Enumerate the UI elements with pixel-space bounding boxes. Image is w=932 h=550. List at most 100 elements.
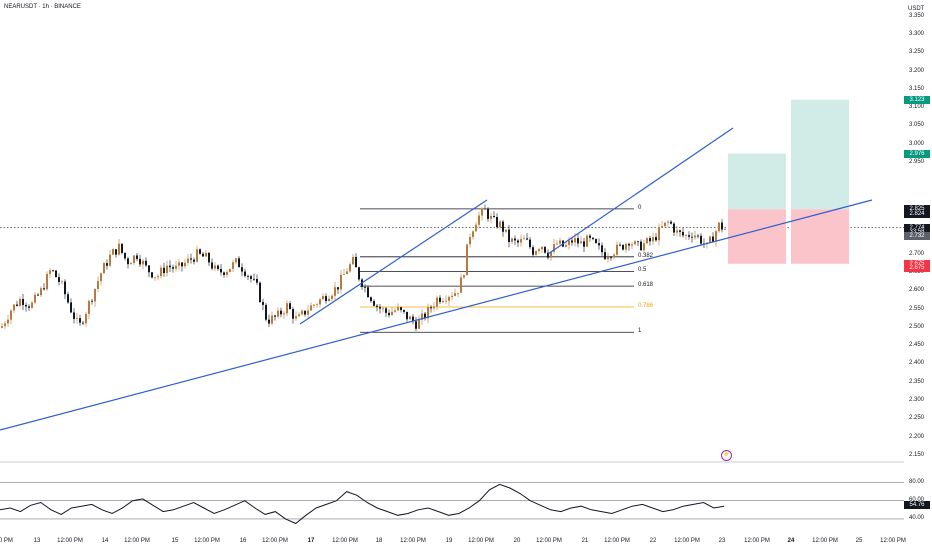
candle-body [400,307,402,310]
candle-body [52,270,54,272]
candle-body [532,247,534,255]
rsi-pane [0,482,904,525]
candle-body [631,244,633,246]
upper-channel-trendline [547,127,734,255]
candle-body [577,238,579,244]
fib-level-label: 0.618 [638,282,654,289]
price-tick-label: 2.250 [909,415,925,422]
candle-body [454,293,456,296]
candle-body [391,311,393,316]
candle-body [409,316,411,320]
candle-body [547,252,549,258]
candle-body [493,216,495,218]
candle-body [49,270,51,274]
candle-body [382,308,384,310]
candle-body [79,318,81,323]
price-tick-label: 2.450 [909,342,925,349]
candle-body [697,235,699,237]
candle-body [136,255,138,259]
candle-body [358,267,360,280]
profit-zone [728,153,786,210]
rsi-tick-label: 40.00 [909,514,925,521]
fib-level-label: 0.382 [638,252,654,259]
candle-body [460,277,462,293]
candle-body [418,319,420,329]
candle-body [520,239,522,243]
candle-body [538,249,540,252]
candle-body [625,243,627,250]
candle-body [685,235,687,236]
candle-body [274,315,276,317]
currency-label[interactable]: USDT [908,6,925,12]
time-tick-label: 12:00 PM [880,538,906,544]
rsi-line [0,483,725,525]
candle-body [40,288,42,296]
candle-body [313,304,315,306]
candle-body [568,240,570,245]
candle-body [304,310,306,315]
candle-body [178,262,180,266]
candle-body [205,252,207,257]
candle-body [82,322,84,324]
candle-body [25,304,27,307]
candle-body [607,257,609,260]
candle-body [406,311,408,320]
trendlines[interactable] [0,127,873,431]
price-tick-label: 2.500 [909,323,925,330]
time-tick-label: 17 [307,538,315,544]
candle-body [388,312,390,316]
candle-body [262,302,264,305]
candle-body [241,267,243,272]
candles [1,204,726,332]
candle-body [619,244,621,246]
time-tick-label: 12:00 PM [57,538,83,544]
candle-body [652,237,654,242]
candle-body [709,236,711,243]
candle-body [688,235,690,237]
candle-body [157,276,159,278]
price-badge: 2.824 [904,209,930,218]
candle-body [238,258,240,268]
candle-body [430,307,432,309]
candle-body [370,297,372,302]
candle-body [640,241,642,251]
candle-body [85,313,87,324]
candle-body [124,252,126,259]
rsi-tick-label: 60.00 [909,496,925,503]
rsi-badge: 54.76 [904,501,930,510]
candle-body [319,299,321,305]
price-badge: 33:58 [904,227,930,236]
fib-level-label: 0.786 [638,302,654,309]
candle-body [712,236,714,242]
price-badge: 2.774 [904,223,930,232]
candle-body [412,316,414,322]
candle-body [109,254,111,266]
candle-body [94,288,96,302]
candle-body [592,237,594,240]
candle-body [571,240,573,243]
candle-body [691,236,693,238]
candle-body [202,253,204,257]
candle-body [673,223,675,233]
price-tick-label: 2.600 [909,287,925,294]
candle-body [172,267,174,269]
candle-body [100,273,102,282]
time-tick-label: 18 [375,538,383,544]
candle-body [628,243,630,246]
candle-body [451,295,453,297]
candle-body [145,260,147,266]
candle-body [73,312,75,319]
lightning-alert-icon[interactable]: ⚡ [721,450,732,461]
time-tick-label: 21 [581,538,589,544]
candle-body [700,235,702,244]
candle-body [466,244,468,276]
candle-body [394,310,396,312]
candle-body [427,307,429,319]
position-zones[interactable] [728,99,849,264]
fibonacci-retracement[interactable] [360,208,634,333]
time-tick-label: 12:00 PM [194,538,220,544]
symbol-title[interactable]: NEARUSDT · 1h · BINANCE [4,4,81,10]
candle-body [256,278,258,283]
candle-body [328,298,330,302]
